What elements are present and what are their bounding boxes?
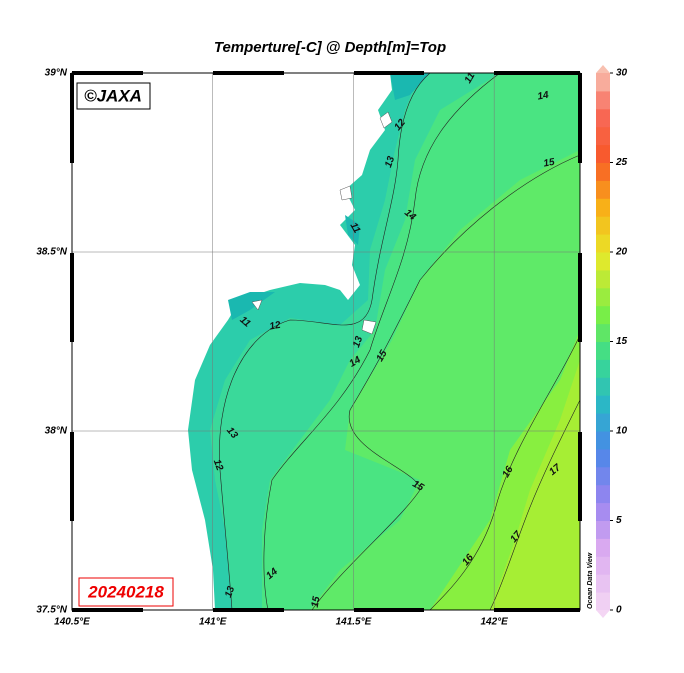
colorbar-step [596, 234, 610, 253]
contour-label: 14 [537, 90, 550, 103]
y-tick-label: 38.5°N [36, 247, 67, 258]
sea-17 [490, 360, 580, 610]
watermark: ©JAXA [84, 86, 142, 105]
colorbar-step [596, 180, 610, 199]
colorbar-step [596, 359, 610, 378]
colorbar-tick-label: 10 [616, 426, 628, 437]
map-title: Temperture[-C] @ Depth[m]=Top [214, 39, 446, 56]
contour-label: 16 [501, 464, 516, 480]
contour-label: 12 [269, 320, 282, 333]
colorbar-step [596, 287, 610, 307]
date: 20240218 [87, 582, 164, 601]
x-tick-label: 141.5°E [336, 617, 372, 628]
y-tick-label: 38°N [45, 426, 68, 437]
colorbar-step [596, 556, 610, 575]
colorbar-step [596, 538, 610, 557]
sea-field [188, 72, 581, 611]
colorbar-step [596, 73, 610, 92]
x-tick-label: 140.5°E [54, 617, 90, 628]
colorbar-step [596, 144, 610, 163]
colorbar-step [596, 448, 610, 468]
contour-label: 13 [223, 585, 237, 600]
contour-label: 12 [211, 458, 225, 473]
colorbar-step [596, 520, 610, 539]
colorbar-tick-label: 5 [616, 515, 622, 526]
islands [251, 111, 393, 335]
credit: Ocean Data View [587, 552, 594, 609]
colorbar: 0 5 10 15 20 25 30 [596, 65, 628, 618]
colorbar-tick-label: 20 [615, 247, 628, 258]
colorbar-step [596, 162, 610, 181]
x-tick-label: 141°E [199, 617, 227, 628]
colorbar-step [596, 323, 610, 342]
colorbar-step [596, 126, 610, 146]
colorbar-step [596, 377, 610, 396]
colorbar-step [596, 269, 610, 289]
colorbar-cap [596, 65, 610, 73]
y-tick-label: 39°N [45, 68, 68, 79]
contour-label: 15 [410, 479, 426, 494]
colorbar-step [596, 216, 610, 235]
colorbar-step [596, 341, 610, 360]
colorbar-step [596, 413, 610, 432]
frame-ticks [70, 71, 582, 612]
colorbar-step [596, 90, 610, 110]
bay-cold [228, 73, 430, 320]
contour-label: 15 [375, 348, 390, 364]
colorbar-step [596, 592, 610, 611]
colorbar-step [596, 198, 610, 217]
date-box [78, 577, 174, 607]
colorbar-step [596, 502, 610, 521]
colorbar-step [596, 252, 610, 271]
colorbar-step [596, 395, 610, 414]
contour-label: 13 [383, 155, 397, 170]
contour-label: 15 [310, 595, 323, 608]
colorbar-step [596, 431, 610, 450]
contour-label: 13 [351, 335, 365, 350]
colorbar-step [596, 108, 610, 128]
colorbar-step [596, 466, 610, 486]
y-tick-label: 37.5°N [36, 605, 67, 616]
contour-label: 14 [348, 354, 364, 369]
contour-label: 15 [543, 157, 556, 170]
x-tick-label: 142°E [480, 617, 508, 628]
colorbar-tick-label: 30 [616, 68, 628, 79]
colorbar-step [596, 574, 610, 593]
colorbar-step [596, 305, 610, 325]
colorbar-cap [596, 610, 610, 618]
colorbar-tick-label: 25 [615, 157, 628, 168]
colorbar-tick-label: 15 [616, 336, 628, 347]
colorbar-tick-label: 0 [616, 605, 622, 616]
colorbar-step [596, 484, 610, 504]
watermark-box [76, 82, 151, 110]
